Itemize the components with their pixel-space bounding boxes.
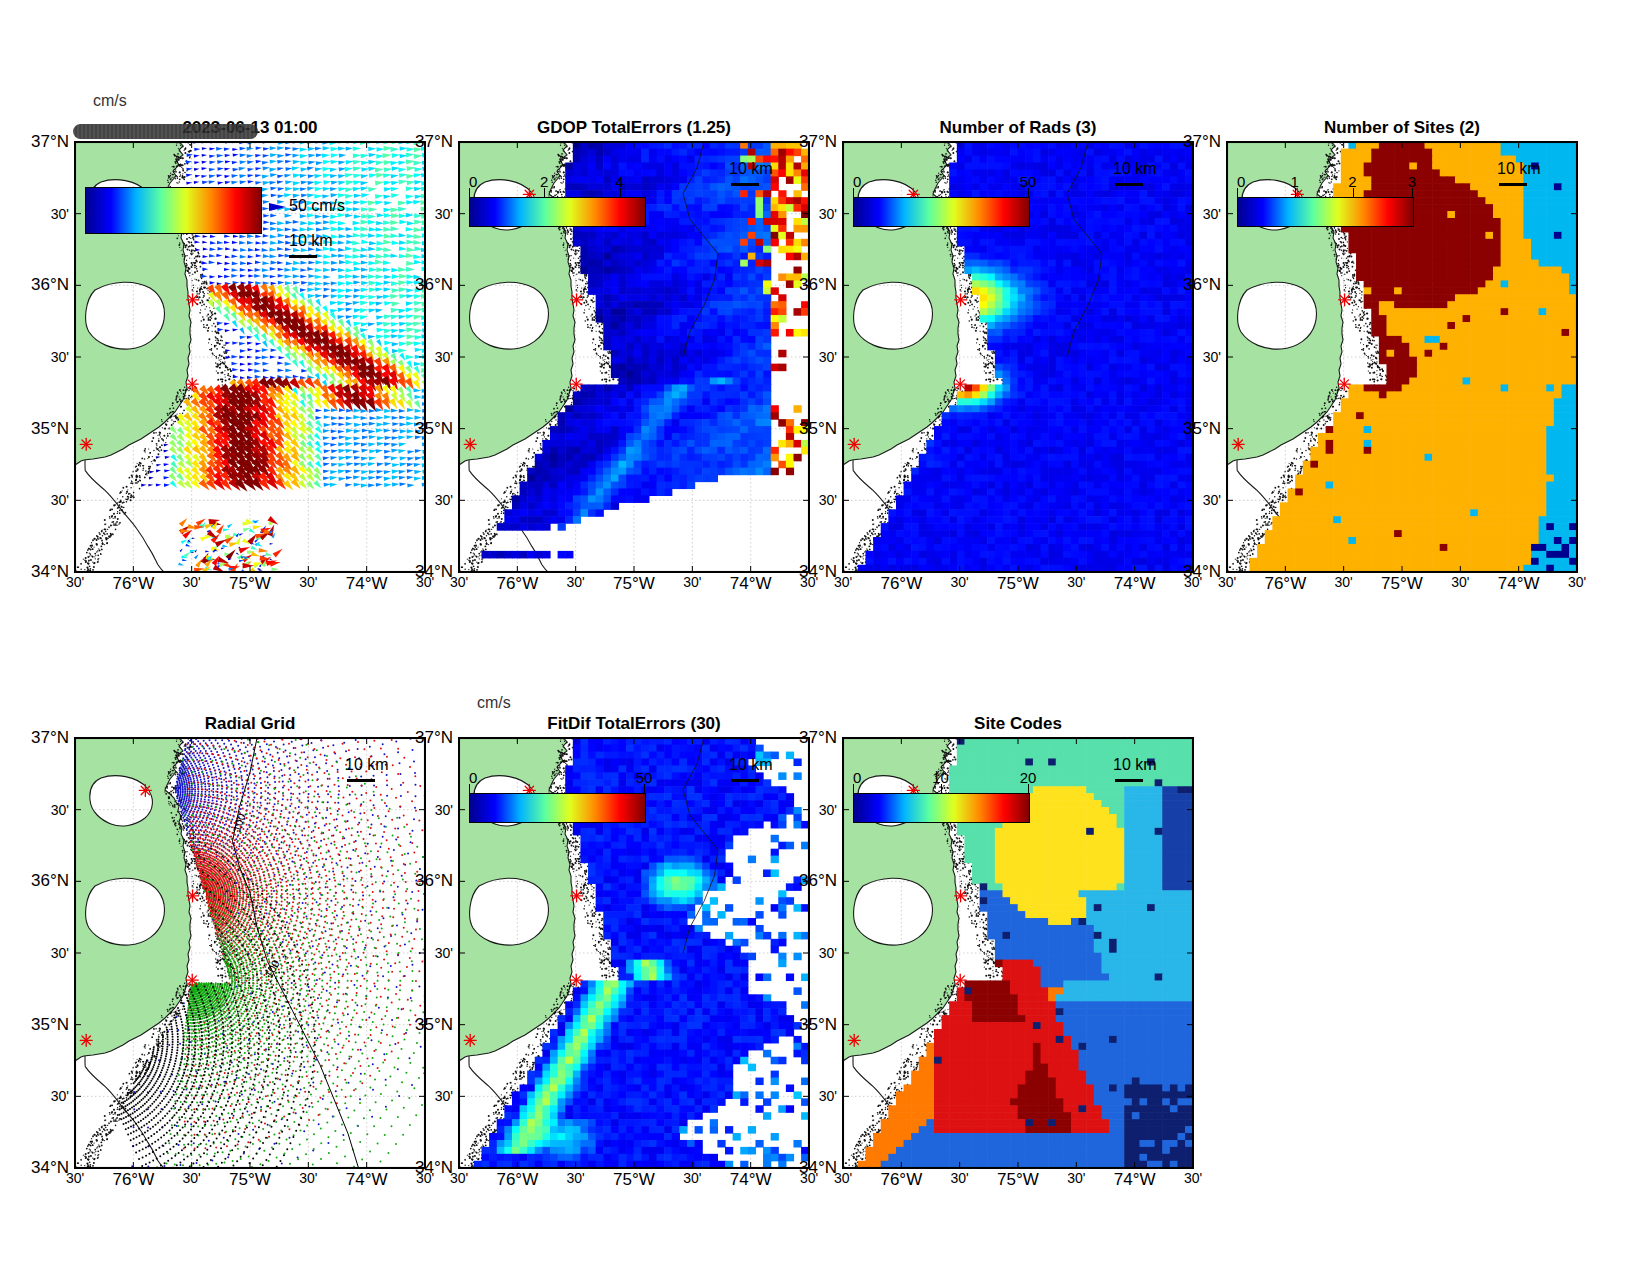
svg-text:100: 100 <box>262 958 282 980</box>
